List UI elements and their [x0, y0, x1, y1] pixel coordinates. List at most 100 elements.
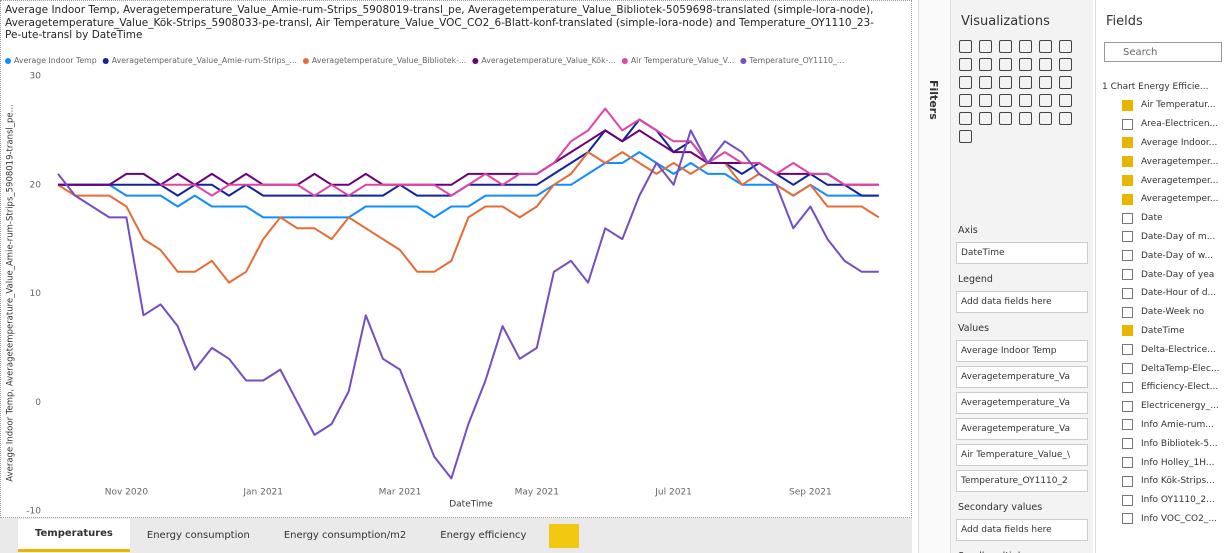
checkbox[interactable] [1122, 175, 1133, 187]
field-row[interactable]: Date [1102, 209, 1231, 228]
well-field[interactable]: Averagetemperature_Va [956, 418, 1088, 440]
field-row[interactable]: Info Bibliotek-5... [1102, 434, 1231, 453]
checkbox[interactable] [1122, 381, 1133, 393]
search-box[interactable]: Search [1104, 42, 1222, 62]
well-field[interactable]: Averagetemperature_Va [956, 392, 1088, 414]
field-row[interactable]: Area-Electricen... [1102, 115, 1231, 134]
checkbox[interactable] [1122, 231, 1133, 243]
visual-type-icon[interactable] [1019, 94, 1032, 107]
checkbox[interactable] [1122, 269, 1133, 281]
visual-type-icon[interactable] [1019, 40, 1032, 53]
checkbox[interactable] [1122, 363, 1133, 375]
page-tab[interactable]: Temperatures [18, 519, 130, 552]
checkbox[interactable] [1122, 306, 1133, 318]
visual-type-icon[interactable] [999, 58, 1012, 71]
field-row[interactable]: Info VOC_CO2_... [1102, 510, 1231, 529]
visual-type-icon[interactable] [1039, 76, 1052, 89]
field-row[interactable]: Info Amie-rum... [1102, 416, 1231, 435]
field-row[interactable]: Date-Week no [1102, 303, 1231, 322]
field-row[interactable]: Date-Day of m... [1102, 228, 1231, 247]
well-field[interactable]: Average Indoor Temp [956, 340, 1088, 362]
visual-type-icon[interactable] [959, 94, 972, 107]
visual-type-icon[interactable] [1039, 94, 1052, 107]
visual-type-icon[interactable] [1059, 76, 1072, 89]
checkbox[interactable] [1122, 156, 1133, 168]
visual-type-icon[interactable] [979, 58, 992, 71]
page-tab[interactable]: Energy consumption [146, 529, 250, 541]
visual-type-icon[interactable] [979, 40, 992, 53]
table-node[interactable]: 1 Chart Energy Efficie... [1102, 78, 1231, 96]
field-row[interactable]: DateTime [1102, 322, 1231, 341]
visual-type-icon[interactable] [999, 112, 1012, 125]
visual-type-icon[interactable] [959, 130, 972, 143]
filters-pane[interactable]: Filters [918, 0, 951, 553]
visual-type-icon[interactable] [1039, 112, 1052, 125]
checkbox[interactable] [1122, 475, 1133, 487]
field-row[interactable]: Efficiency-Elect... [1102, 378, 1231, 397]
field-row[interactable]: Date-Hour of d... [1102, 284, 1231, 303]
checkbox[interactable] [1122, 99, 1133, 111]
field-row[interactable]: DeltaTemp-Elec... [1102, 359, 1231, 378]
visual-type-icon[interactable] [959, 112, 972, 125]
field-row[interactable]: Info Kök-Strips... [1102, 472, 1231, 491]
visual-type-icon[interactable] [1059, 112, 1072, 125]
field-row[interactable]: Info OY1110_2... [1102, 491, 1231, 510]
field-row[interactable]: Averagetemper... [1102, 190, 1231, 209]
visual-type-icon[interactable] [1019, 76, 1032, 89]
visual-type-icon[interactable] [959, 58, 972, 71]
checkbox[interactable] [1122, 400, 1133, 412]
checkbox[interactable] [1122, 287, 1133, 299]
visual-type-icon[interactable] [1019, 58, 1032, 71]
page-tab[interactable]: Energy efficiency [440, 529, 527, 541]
field-row[interactable]: Info Holley_1H... [1102, 453, 1231, 472]
visual-type-icon[interactable] [1059, 94, 1072, 107]
field-row[interactable]: Air Temperatur... [1102, 96, 1231, 115]
visual-type-icon[interactable] [999, 40, 1012, 53]
checkbox[interactable] [1122, 250, 1133, 262]
visual-type-icon[interactable] [1019, 112, 1032, 125]
legend-label: Average Indoor Temp [14, 56, 97, 65]
visual-type-icon[interactable] [999, 76, 1012, 89]
visual-type-icon[interactable] [959, 76, 972, 89]
visual-type-icon[interactable] [979, 76, 992, 89]
checkbox[interactable] [1122, 212, 1133, 224]
checkbox[interactable] [1122, 438, 1133, 450]
x-tick-label: Jan 2021 [242, 488, 283, 498]
visual-type-icon[interactable] [999, 94, 1012, 107]
checkbox[interactable] [1122, 344, 1133, 356]
checkbox[interactable] [1122, 419, 1133, 431]
checkbox[interactable] [1122, 457, 1133, 469]
visual-type-icon[interactable] [1039, 40, 1052, 53]
page-tabs: Temperatures Energy consumption Energy con… [0, 518, 912, 553]
well-field[interactable]: Averagetemperature_Va [956, 366, 1088, 388]
add-page-button[interactable] [549, 523, 580, 548]
visual-type-icon[interactable] [979, 94, 992, 107]
checkbox[interactable] [1122, 513, 1133, 525]
filters-title: Filters [927, 80, 940, 120]
field-row[interactable]: Average Indoor... [1102, 134, 1231, 153]
field-row[interactable]: Date-Day of w... [1102, 246, 1231, 265]
field-name: Air Temperatur... [1141, 100, 1216, 111]
checkbox[interactable] [1122, 494, 1133, 506]
field-row[interactable]: Averagetemper... [1102, 171, 1231, 190]
visual-type-icon[interactable] [1059, 58, 1072, 71]
well-field[interactable]: DateTime [956, 242, 1088, 264]
well-field[interactable]: Air Temperature_Value_\ [956, 444, 1088, 466]
field-row[interactable]: Averagetemper... [1102, 152, 1231, 171]
field-row[interactable]: Delta-Electrice... [1102, 340, 1231, 359]
checkbox[interactable] [1122, 325, 1133, 337]
page-tab[interactable]: Energy consumption/m2 [283, 529, 407, 541]
checkbox[interactable] [1122, 137, 1133, 149]
legend-marker [102, 58, 109, 64]
visual-type-icon[interactable] [1039, 58, 1052, 71]
field-row[interactable]: Electricenergy_... [1102, 397, 1231, 416]
checkbox[interactable] [1122, 118, 1133, 130]
visual-type-icon[interactable] [959, 40, 972, 53]
visual-type-icon[interactable] [1059, 40, 1072, 53]
well-placeholder[interactable]: Add data fields here [956, 519, 1088, 541]
well-field[interactable]: Temperature_OY1110_2 [956, 470, 1088, 492]
checkbox[interactable] [1122, 193, 1133, 205]
visual-type-icon[interactable] [979, 112, 992, 125]
well-placeholder[interactable]: Add data fields here [956, 291, 1088, 313]
field-row[interactable]: Date-Day of yea [1102, 265, 1231, 284]
